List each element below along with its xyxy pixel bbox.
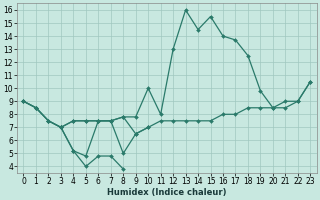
X-axis label: Humidex (Indice chaleur): Humidex (Indice chaleur)	[107, 188, 227, 197]
